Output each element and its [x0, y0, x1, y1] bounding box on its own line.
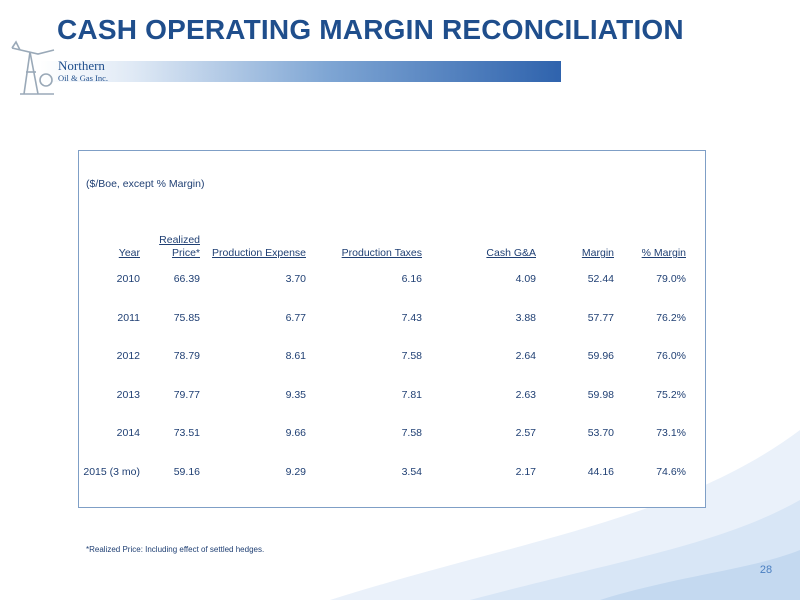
cell-production-taxes: 7.43: [401, 311, 422, 324]
cell-production-taxes: 6.16: [401, 273, 422, 286]
cell-cash-ga: 2.57: [515, 427, 536, 440]
col-header-production-taxes: Production Taxes: [341, 247, 422, 259]
cell-pct-margin: 76.0%: [656, 350, 686, 363]
reconciliation-table: Year Realized Price* Production Expense P…: [78, 230, 706, 491]
col-header-realized-price: Realized Price*: [159, 234, 200, 259]
page-number: 28: [759, 564, 773, 576]
page-title: CASH OPERATING MARGIN RECONCILIATION: [57, 14, 684, 45]
cell-realized-price: 78.79: [173, 350, 200, 363]
cell-pct-margin: 75.2%: [656, 388, 686, 401]
cell-production-expense: 3.70: [285, 273, 306, 286]
cell-production-expense: 6.77: [285, 311, 306, 324]
col-header-production-expense: Production Expense: [212, 247, 306, 259]
cell-margin: 44.16: [587, 465, 614, 478]
cell-realized-price: 79.77: [173, 388, 200, 401]
cell-year: 2013: [116, 388, 140, 401]
col-header-year: Year: [118, 247, 140, 259]
cell-margin: 53.70: [587, 427, 614, 440]
footnote: *Realized Price: Including effect of set…: [86, 545, 265, 554]
cell-production-taxes: 7.58: [401, 350, 422, 363]
table-row: 2012 78.79 8.61 7.58 2.64 59.96 76.0%: [78, 337, 706, 376]
col-header-margin: Margin: [581, 247, 614, 259]
cell-production-expense: 9.66: [285, 427, 306, 440]
cell-margin: 57.77: [587, 311, 614, 324]
logo-name: Northern: [58, 58, 105, 73]
table-row: 2015 (3 mo) 59.16 9.29 3.54 2.17 44.16 7…: [78, 453, 706, 492]
cell-margin: 52.44: [587, 273, 614, 286]
cell-production-taxes: 7.81: [401, 388, 422, 401]
cell-production-expense: 8.61: [285, 350, 306, 363]
table-header-row: Year Realized Price* Production Expense P…: [78, 230, 706, 260]
cell-pct-margin: 74.6%: [656, 465, 686, 478]
cell-realized-price: 66.39: [173, 273, 200, 286]
cell-pct-margin: 76.2%: [656, 311, 686, 324]
cell-cash-ga: 2.64: [515, 350, 536, 363]
table-row: 2013 79.77 9.35 7.81 2.63 59.98 75.2%: [78, 376, 706, 415]
col-header-cash-ga: Cash G&A: [486, 247, 536, 259]
cell-production-taxes: 3.54: [401, 465, 422, 478]
cell-realized-price: 73.51: [173, 427, 200, 440]
cell-cash-ga: 2.17: [515, 465, 536, 478]
cell-pct-margin: 79.0%: [656, 273, 686, 286]
units-note: ($/Boe, except % Margin): [86, 178, 205, 190]
cell-year: 2014: [116, 427, 140, 440]
cell-production-expense: 9.35: [285, 388, 306, 401]
col-header-pct-margin: % Margin: [641, 247, 686, 259]
title-band: [40, 61, 561, 82]
cell-year: 2015 (3 mo): [83, 465, 140, 478]
table-row: 2014 73.51 9.66 7.58 2.57 53.70 73.1%: [78, 414, 706, 453]
table-row: 2011 75.85 6.77 7.43 3.88 57.77 76.2%: [78, 299, 706, 338]
cell-year: 2011: [117, 311, 140, 324]
cell-margin: 59.96: [587, 350, 614, 363]
cell-cash-ga: 3.88: [515, 311, 536, 324]
cell-pct-margin: 73.1%: [656, 427, 686, 440]
cell-realized-price: 75.85: [173, 311, 200, 324]
table-row: 2010 66.39 3.70 6.16 4.09 52.44 79.0%: [78, 260, 706, 299]
logo-subtitle: Oil & Gas Inc.: [58, 73, 109, 83]
cell-margin: 59.98: [587, 388, 614, 401]
cell-production-taxes: 7.58: [401, 427, 422, 440]
oil-derrick-logo-icon: [11, 40, 55, 95]
table-frame: [78, 150, 706, 508]
cell-cash-ga: 2.63: [515, 388, 536, 401]
cell-year: 2012: [116, 350, 140, 363]
cell-realized-price: 59.16: [173, 465, 200, 478]
cell-cash-ga: 4.09: [515, 273, 536, 286]
cell-year: 2010: [116, 273, 140, 286]
cell-production-expense: 9.29: [285, 465, 306, 478]
